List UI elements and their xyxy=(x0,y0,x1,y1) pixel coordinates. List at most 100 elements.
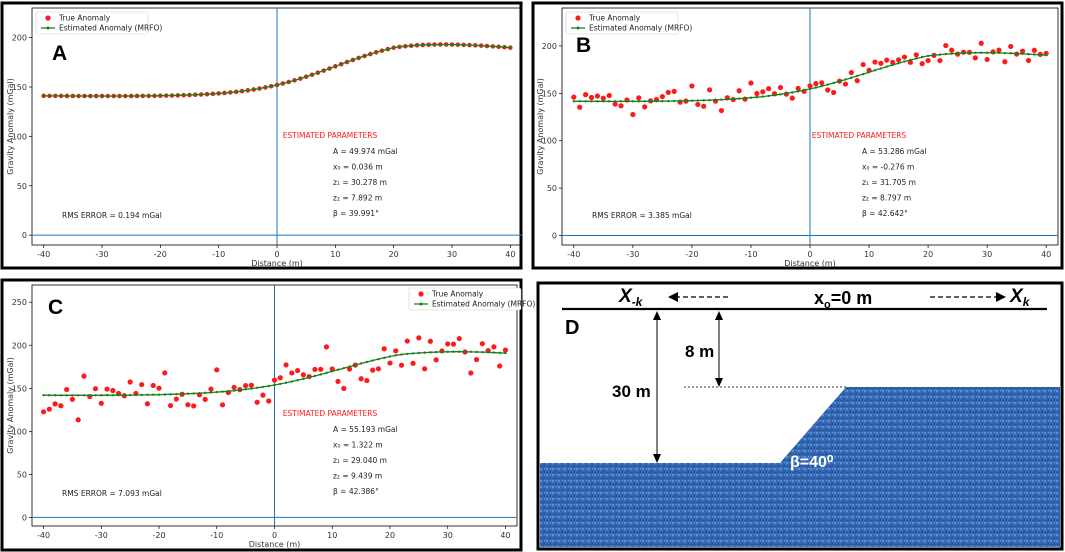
estimated-anomaly-marker xyxy=(186,392,190,395)
true-anomaly-point xyxy=(689,83,695,89)
estimated-anomaly-marker xyxy=(273,383,276,387)
estimated-anomaly-marker xyxy=(1027,52,1030,56)
estimated-anomaly-marker xyxy=(991,51,995,55)
estimated-anomaly-marker xyxy=(348,365,351,368)
true-anomaly-point xyxy=(92,386,99,392)
estimated-anomaly-marker xyxy=(217,92,220,95)
estimated-anomaly-marker xyxy=(229,91,232,94)
estimated-anomaly-marker xyxy=(655,100,658,103)
panel-d: D X-k xo=0 m Xk 8 m 30 m β=40⁰ xyxy=(536,281,1064,551)
estimated-anomaly-marker xyxy=(287,80,290,84)
true-anomaly-point xyxy=(907,59,913,65)
estimated-anomaly-marker xyxy=(111,394,115,397)
estimated-anomaly-marker xyxy=(861,72,865,76)
estimated-anomaly-marker xyxy=(281,82,285,85)
legend-estimated-marker xyxy=(419,302,423,306)
estimated-anomaly-marker xyxy=(708,98,711,102)
estimated-anomaly-marker xyxy=(147,94,150,98)
estimated-anomaly-marker xyxy=(926,54,930,58)
estimated-anomaly-marker xyxy=(590,100,593,103)
estimated-anomaly-marker xyxy=(498,351,501,355)
y-tick-label: 150 xyxy=(12,384,27,393)
estimated-anomaly-marker xyxy=(497,45,500,48)
estimated-anomaly-marker xyxy=(215,390,218,394)
true-anomaly-point xyxy=(329,366,335,372)
true-anomaly-point xyxy=(618,103,624,109)
estimated-anomaly-marker xyxy=(331,370,334,373)
estimated-anomaly-marker xyxy=(950,52,953,55)
estimated-anomaly-marker xyxy=(371,359,374,362)
estimated-anomaly-marker xyxy=(509,46,512,49)
true-anomaly-point xyxy=(807,83,813,89)
x-tick-label: 30 xyxy=(447,250,457,259)
true-anomaly-point xyxy=(491,344,497,350)
estimated-anomaly-marker xyxy=(59,94,63,98)
true-anomaly-point xyxy=(984,56,990,63)
panel-c-frame xyxy=(0,278,523,552)
estimated-anomaly-marker xyxy=(89,94,92,98)
y-tick-label: 200 xyxy=(542,42,557,51)
panel-b-frame xyxy=(531,1,1064,270)
true-anomaly-point xyxy=(937,57,943,64)
estimated-anomaly-marker xyxy=(198,391,201,395)
estimated-anomaly-marker xyxy=(406,352,409,356)
params-title: ESTIMATED PARAMETERS xyxy=(812,131,907,140)
param-line: z₁ = 30.278 m xyxy=(333,178,387,187)
true-anomaly-point xyxy=(52,401,58,407)
estimated-anomaly-marker xyxy=(479,44,483,47)
y-tick-label: 50 xyxy=(547,184,557,193)
right-arrow-head xyxy=(996,292,1006,302)
param-line: x₀ = -0.276 m xyxy=(862,163,914,172)
y-tick-label: 50 xyxy=(17,470,27,479)
true-anomaly-point xyxy=(219,402,226,408)
param-line: z₂ = 7.892 m xyxy=(333,194,382,203)
legend-true-marker xyxy=(45,15,51,21)
estimated-anomaly-marker xyxy=(608,100,611,103)
estimated-anomaly-marker xyxy=(211,92,215,96)
estimated-anomaly-marker xyxy=(417,351,421,355)
true-anomaly-point xyxy=(69,396,76,402)
x-tick-label: 10 xyxy=(330,250,340,259)
x-axis-label: Distance (m) xyxy=(784,259,836,268)
true-anomaly-point xyxy=(919,61,925,67)
estimated-anomaly-marker xyxy=(411,352,415,355)
estimated-anomaly-marker xyxy=(474,44,477,47)
y-axis-label: Gravity Anomaly (mGal) xyxy=(6,78,15,175)
estimated-anomaly-marker xyxy=(850,76,853,79)
estimated-anomaly-marker xyxy=(345,60,349,64)
estimated-anomaly-marker xyxy=(59,394,63,397)
true-anomaly-point xyxy=(248,382,255,388)
estimated-anomaly-marker xyxy=(71,394,74,397)
true-anomaly-point xyxy=(612,101,618,107)
true-anomaly-point xyxy=(659,93,665,100)
estimated-anomaly-marker xyxy=(661,99,664,103)
estimated-anomaly-marker xyxy=(163,393,166,396)
param-line: A = 53.286 mGal xyxy=(862,147,927,156)
true-anomaly-point xyxy=(760,89,766,95)
estimated-anomaly-marker xyxy=(77,94,80,98)
estimated-anomaly-marker xyxy=(737,97,741,100)
true-anomaly-point xyxy=(335,378,341,385)
estimated-anomaly-marker xyxy=(365,360,369,364)
depth-bottom-label: 30 m xyxy=(612,382,651,401)
estimated-anomaly-marker xyxy=(194,93,197,96)
estimated-anomaly-marker xyxy=(386,47,390,51)
estimated-anomaly-marker xyxy=(140,393,143,397)
estimated-anomaly-marker xyxy=(94,394,97,397)
estimated-anomaly-marker xyxy=(175,392,178,396)
true-anomaly-point xyxy=(854,78,860,84)
estimated-anomaly-marker xyxy=(796,90,800,93)
estimated-anomaly-marker xyxy=(714,98,717,102)
y-tick-label: 150 xyxy=(542,89,557,98)
y-tick-label: 0 xyxy=(22,231,27,240)
true-anomaly-point xyxy=(162,370,168,376)
true-anomaly-point xyxy=(1002,59,1008,65)
estimated-anomaly-marker xyxy=(400,353,403,356)
estimated-anomaly-marker xyxy=(164,94,168,97)
x-tick-label: -30 xyxy=(95,250,108,259)
estimated-anomaly-marker xyxy=(246,89,250,92)
true-anomaly-point xyxy=(294,367,301,374)
estimated-anomaly-marker xyxy=(336,368,340,371)
y-tick-label: 100 xyxy=(542,137,557,146)
true-anomaly-point xyxy=(878,60,884,66)
